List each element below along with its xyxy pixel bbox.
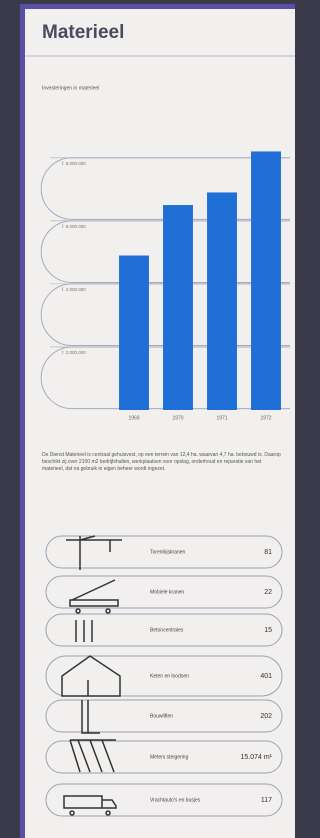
- y-tick-label: f. 6.000.000: [62, 224, 86, 229]
- item-value: 15.074 m¹: [240, 754, 272, 761]
- x-tick-label: 1970: [172, 415, 183, 421]
- item-value: 401: [260, 673, 272, 680]
- x-tick-label: 1969: [128, 415, 139, 421]
- x-tick-label: 1971: [216, 415, 227, 421]
- chart-subtitle: Investeringen in materieel: [42, 85, 99, 91]
- bar: [251, 151, 281, 410]
- chart-title: Materieel: [42, 22, 124, 43]
- x-tick-label: 1972: [260, 415, 271, 421]
- item-label: Torenhijskranen: [150, 549, 186, 555]
- bar: [119, 256, 149, 410]
- item-value: 202: [260, 713, 272, 720]
- item-value: 15: [264, 627, 272, 634]
- y-tick-label: f. 4.000.000: [62, 287, 86, 292]
- item-value: 81: [264, 549, 272, 556]
- bar: [163, 205, 193, 410]
- item-value: 22: [264, 589, 272, 596]
- item-label: Meters steigering: [150, 754, 189, 760]
- item-label: Bouwliften: [150, 713, 173, 719]
- bar: [207, 192, 237, 410]
- item-label: Mobiele kranen: [150, 589, 184, 595]
- item-label: Keten en loodsen: [150, 673, 189, 679]
- paragraph-box: De Dienst Materieel is centraal gehuisve…: [42, 452, 282, 522]
- y-tick-label: f. 8.000.000: [62, 161, 86, 166]
- paragraph: De Dienst Materieel is centraal gehuisve…: [42, 452, 282, 473]
- screenshot: Materieel Investeringen in materieel De …: [0, 0, 295, 838]
- item-value: 117: [261, 797, 272, 804]
- item-label: Vrachtauto's en busjes: [150, 797, 201, 803]
- y-tick-label: f. 2.000.000: [62, 350, 86, 355]
- page: {"chart_data": {"type": "bar", "title": …: [0, 0, 295, 838]
- item-label: Betoncentrales: [150, 627, 184, 633]
